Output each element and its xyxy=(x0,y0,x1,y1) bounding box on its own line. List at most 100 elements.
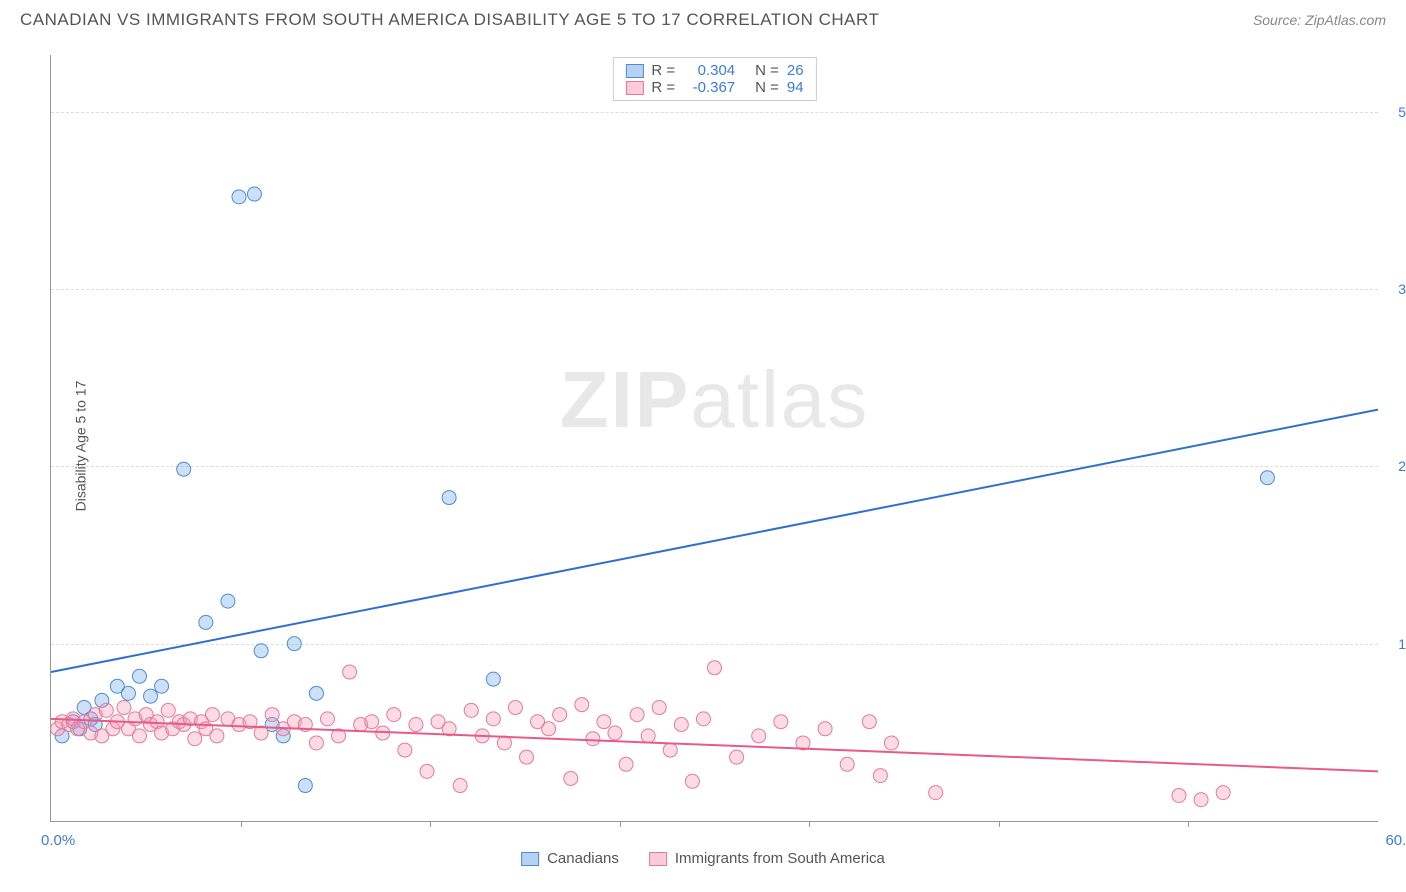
data-point xyxy=(884,736,898,750)
r-value: -0.367 xyxy=(683,79,735,96)
data-point xyxy=(652,701,666,715)
legend-item: Immigrants from South America xyxy=(649,850,885,867)
data-point xyxy=(1172,788,1186,802)
data-point xyxy=(730,750,744,764)
x-axis-end-label: 60.0% xyxy=(1385,832,1406,849)
legend-item: Canadians xyxy=(521,850,619,867)
data-point xyxy=(132,729,146,743)
r-value: 0.304 xyxy=(683,62,735,79)
y-tick-label: 37.5% xyxy=(1388,281,1406,297)
data-point xyxy=(840,757,854,771)
legend-swatch xyxy=(625,64,643,78)
x-tick xyxy=(1188,821,1189,827)
legend-label: Canadians xyxy=(547,850,619,867)
data-point xyxy=(586,732,600,746)
series-legend: Canadians Immigrants from South America xyxy=(521,850,885,867)
data-point xyxy=(287,637,301,651)
x-axis-start-label: 0.0% xyxy=(41,832,75,849)
data-point xyxy=(929,786,943,800)
x-tick xyxy=(620,821,621,827)
data-point xyxy=(155,679,169,693)
data-point xyxy=(1216,786,1230,800)
data-point xyxy=(608,726,622,740)
x-tick xyxy=(241,821,242,827)
data-point xyxy=(232,190,246,204)
data-point xyxy=(453,779,467,793)
data-point xyxy=(144,689,158,703)
chart-plot-area: ZIPatlas R = 0.304 N = 26 R = -0.367 N =… xyxy=(50,55,1378,822)
data-point xyxy=(309,686,323,700)
data-point xyxy=(247,187,261,201)
data-point xyxy=(597,715,611,729)
data-point xyxy=(464,703,478,717)
scatter-svg xyxy=(51,55,1378,821)
legend-label: Immigrants from South America xyxy=(675,850,885,867)
data-point xyxy=(199,615,213,629)
data-point xyxy=(177,462,191,476)
data-point xyxy=(1260,471,1274,485)
data-point xyxy=(387,708,401,722)
data-point xyxy=(774,715,788,729)
data-point xyxy=(210,729,224,743)
data-point xyxy=(121,686,135,700)
x-tick xyxy=(999,821,1000,827)
legend-swatch xyxy=(649,852,667,866)
data-point xyxy=(696,712,710,726)
source-label: Source: ZipAtlas.com xyxy=(1253,12,1386,28)
data-point xyxy=(1194,793,1208,807)
x-tick xyxy=(809,821,810,827)
data-point xyxy=(132,669,146,683)
n-value: 26 xyxy=(787,62,804,79)
data-point xyxy=(343,665,357,679)
data-point xyxy=(619,757,633,771)
data-point xyxy=(298,779,312,793)
data-point xyxy=(520,750,534,764)
data-point xyxy=(188,732,202,746)
data-point xyxy=(862,715,876,729)
legend-row: R = -0.367 N = 94 xyxy=(625,79,803,96)
data-point xyxy=(99,703,113,717)
data-point xyxy=(265,708,279,722)
data-point xyxy=(553,708,567,722)
data-point xyxy=(398,743,412,757)
y-tick-label: 12.5% xyxy=(1388,636,1406,652)
data-point xyxy=(508,701,522,715)
trend-line xyxy=(51,410,1378,672)
correlation-legend: R = 0.304 N = 26 R = -0.367 N = 94 xyxy=(612,57,816,101)
data-point xyxy=(161,703,175,717)
data-point xyxy=(674,718,688,732)
r-label: R = xyxy=(651,62,675,79)
data-point xyxy=(752,729,766,743)
data-point xyxy=(420,764,434,778)
y-tick-label: 50.0% xyxy=(1388,104,1406,120)
data-point xyxy=(486,712,500,726)
n-label: N = xyxy=(755,62,779,79)
data-point xyxy=(117,701,131,715)
legend-row: R = 0.304 N = 26 xyxy=(625,62,803,79)
n-label: N = xyxy=(755,79,779,96)
trend-line xyxy=(51,719,1378,771)
data-point xyxy=(708,661,722,675)
r-label: R = xyxy=(651,79,675,96)
data-point xyxy=(205,708,219,722)
data-point xyxy=(818,722,832,736)
legend-swatch xyxy=(521,852,539,866)
data-point xyxy=(873,769,887,783)
data-point xyxy=(486,672,500,686)
data-point xyxy=(685,774,699,788)
n-value: 94 xyxy=(787,79,804,96)
data-point xyxy=(365,715,379,729)
data-point xyxy=(575,698,589,712)
data-point xyxy=(309,736,323,750)
data-point xyxy=(221,594,235,608)
chart-title: CANADIAN VS IMMIGRANTS FROM SOUTH AMERIC… xyxy=(20,10,879,30)
legend-swatch xyxy=(625,81,643,95)
data-point xyxy=(442,491,456,505)
x-tick xyxy=(430,821,431,827)
data-point xyxy=(542,722,556,736)
data-point xyxy=(641,729,655,743)
data-point xyxy=(630,708,644,722)
data-point xyxy=(254,644,268,658)
data-point xyxy=(663,743,677,757)
data-point xyxy=(497,736,511,750)
